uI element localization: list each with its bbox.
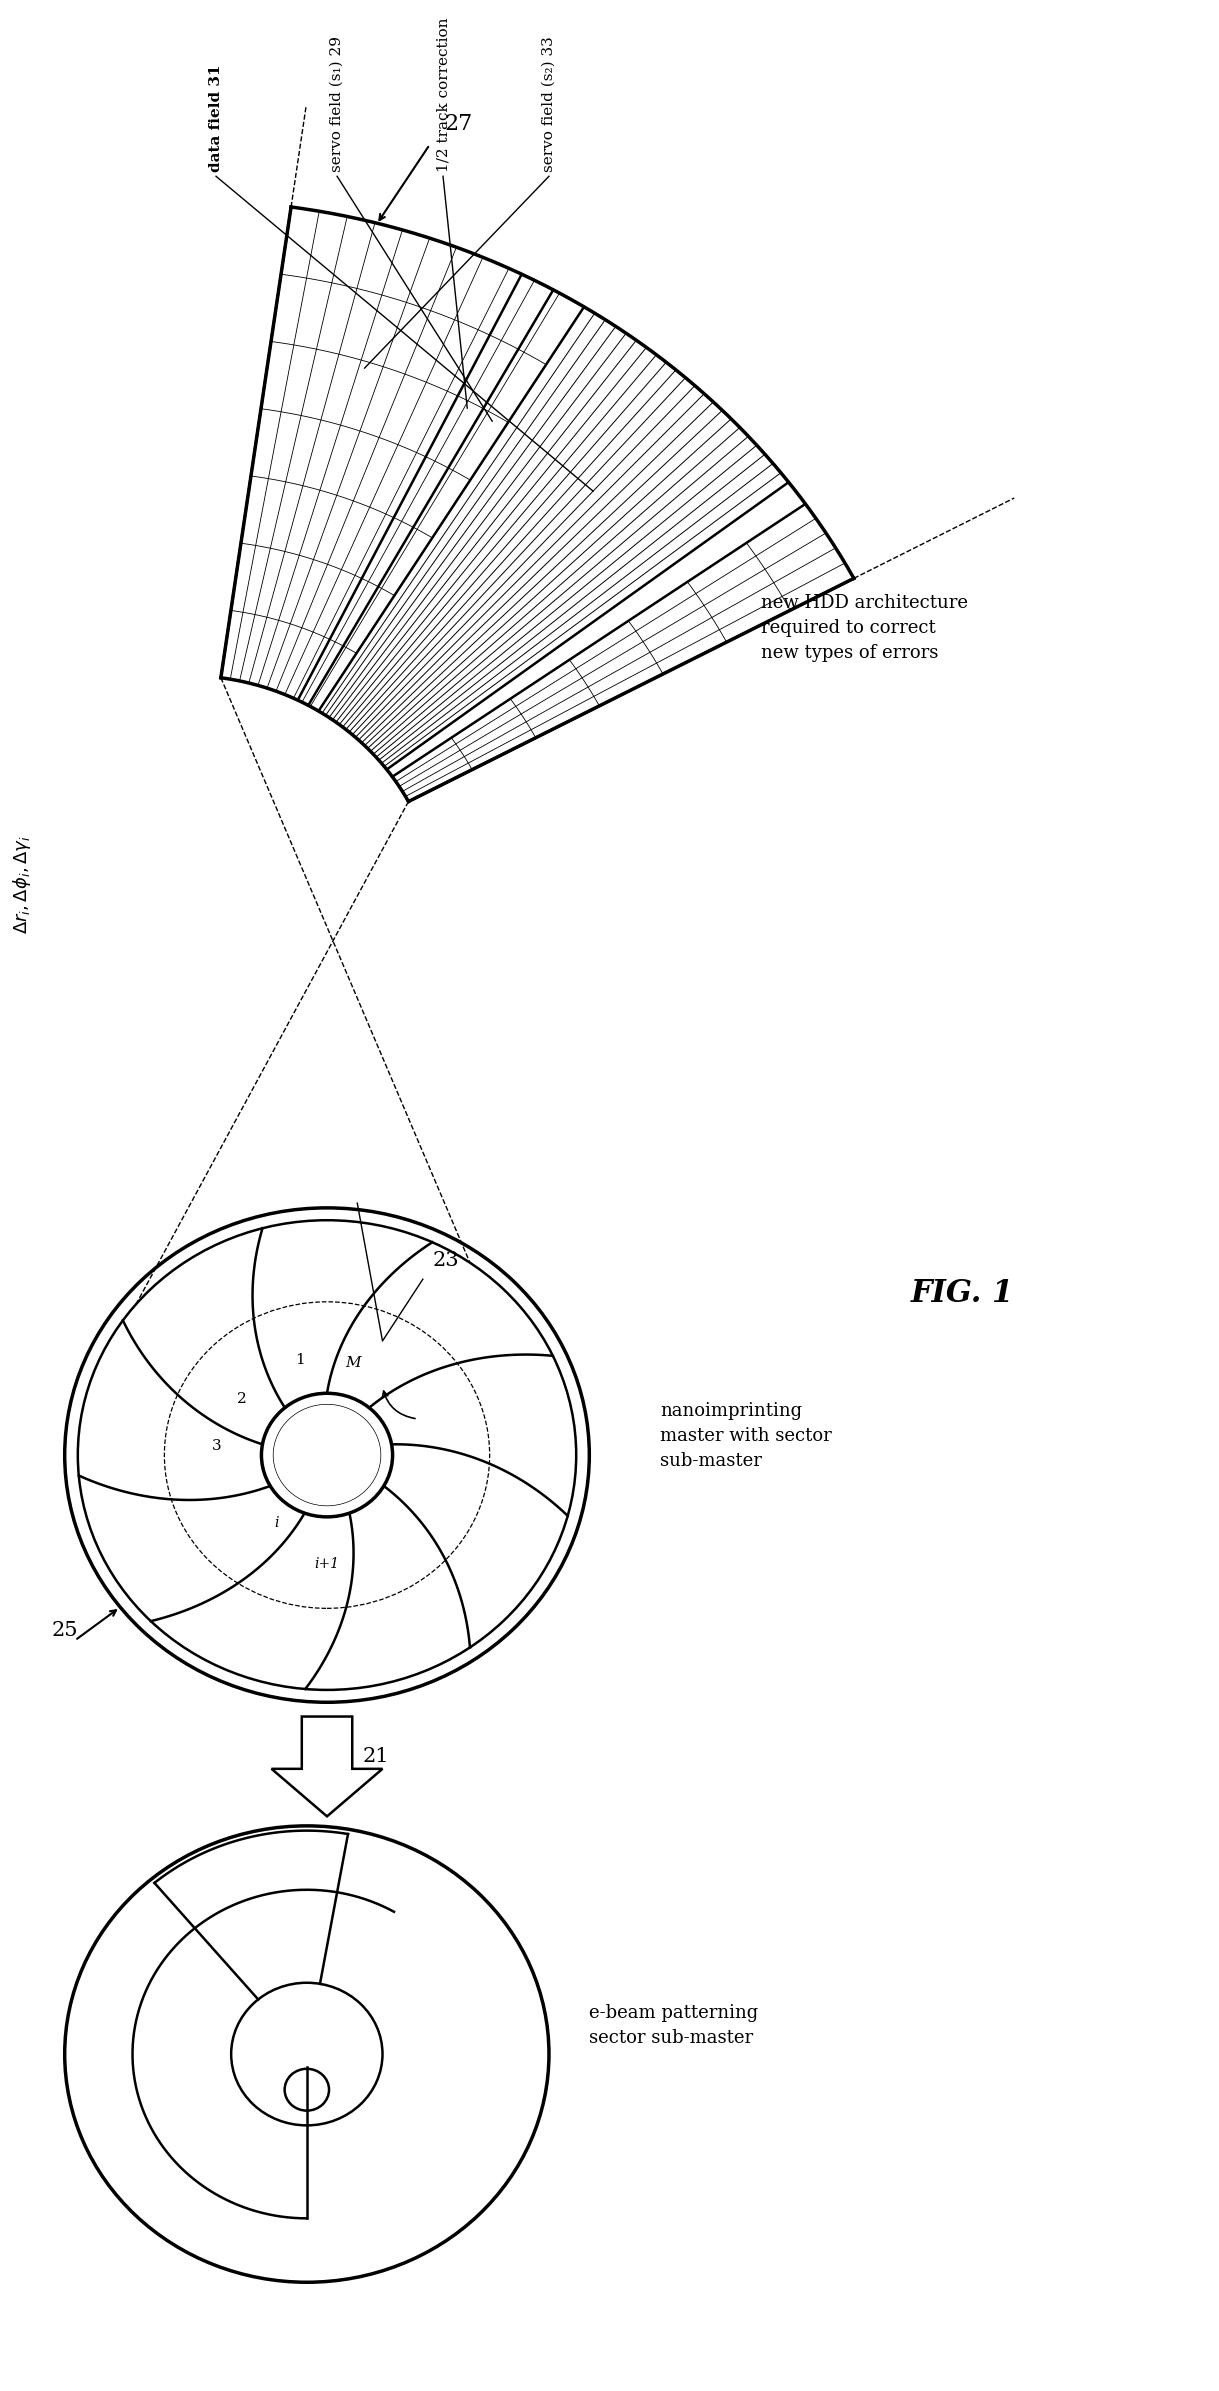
Text: servo field (s₂) 33: servo field (s₂) 33 (542, 36, 556, 172)
Text: nanoimprinting
master with sector
sub-master: nanoimprinting master with sector sub-ma… (659, 1401, 831, 1470)
Text: 2: 2 (236, 1392, 246, 1406)
Text: i+1: i+1 (315, 1557, 340, 1571)
Text: 27: 27 (445, 112, 473, 134)
Text: 3: 3 (212, 1439, 222, 1454)
Text: 1: 1 (295, 1353, 305, 1368)
Text: data field 31: data field 31 (208, 65, 223, 172)
Text: e-beam patterning
sector sub-master: e-beam patterning sector sub-master (589, 2004, 758, 2047)
Text: $\Delta r_i, \Delta\phi_i, \Delta\gamma_i$: $\Delta r_i, \Delta\phi_i, \Delta\gamma_… (11, 834, 33, 935)
Text: 23: 23 (433, 1250, 460, 1270)
Text: 25: 25 (51, 1621, 78, 1640)
Text: 21: 21 (362, 1748, 389, 1767)
Circle shape (273, 1404, 380, 1506)
Text: FIG. 1: FIG. 1 (911, 1277, 1014, 1308)
Text: M: M (345, 1356, 361, 1370)
Text: new HDD architecture
required to correct
new types of errors: new HDD architecture required to correct… (761, 593, 968, 662)
Text: servo field (s₁) 29: servo field (s₁) 29 (330, 36, 344, 172)
Text: 1/2 track correction: 1/2 track correction (436, 17, 450, 172)
Text: i: i (274, 1516, 279, 1530)
